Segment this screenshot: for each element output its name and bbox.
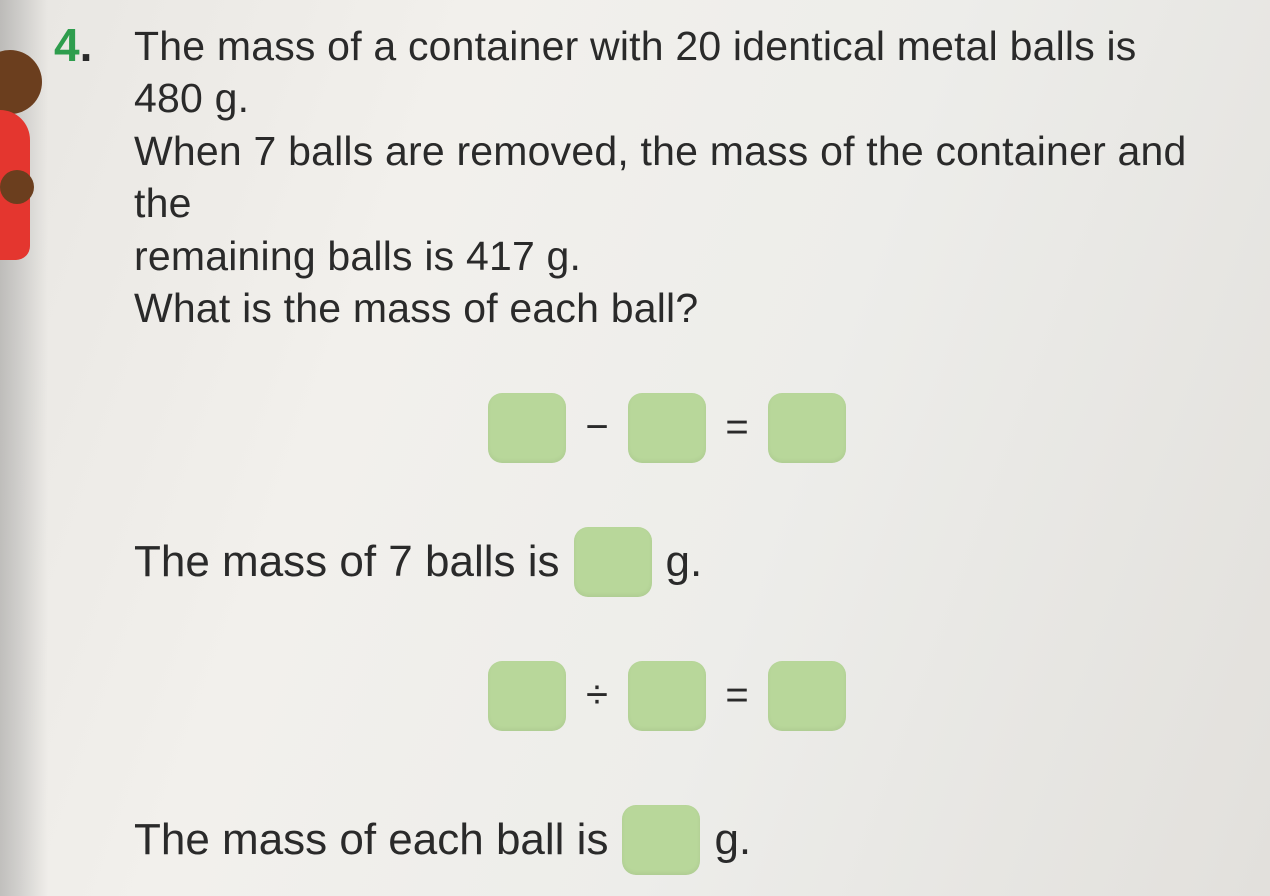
answer-blank[interactable] xyxy=(768,393,846,463)
question-line-4: What is the mass of each ball? xyxy=(134,282,1200,334)
equals-sign: = xyxy=(724,673,750,718)
divide-operator: ÷ xyxy=(584,673,610,718)
statement-mass-each-ball: The mass of each ball is g. xyxy=(134,805,1200,875)
equation-row-division: ÷ = xyxy=(134,661,1200,731)
answer-blank[interactable] xyxy=(628,661,706,731)
statement-prefix: The mass of each ball is xyxy=(134,815,608,865)
answer-blank[interactable] xyxy=(628,393,706,463)
equals-sign: = xyxy=(724,405,750,450)
question-number-value: 4 xyxy=(54,19,80,71)
minus-operator: − xyxy=(584,405,610,450)
statement-suffix: g. xyxy=(714,815,751,865)
statement-mass-7-balls: The mass of 7 balls is g. xyxy=(134,527,1200,597)
statement-suffix: g. xyxy=(666,537,703,587)
answer-blank[interactable] xyxy=(768,661,846,731)
answer-blank[interactable] xyxy=(622,805,700,875)
question-line-1: The mass of a container with 20 identica… xyxy=(134,20,1200,125)
question-line-2: When 7 balls are removed, the mass of th… xyxy=(134,125,1200,230)
question-text: The mass of a container with 20 identica… xyxy=(134,20,1200,335)
answer-blank[interactable] xyxy=(574,527,652,597)
answer-blank[interactable] xyxy=(488,393,566,463)
question-line-3: remaining balls is 417 g. xyxy=(134,230,1200,282)
page-content: 4. The mass of a container with 20 ident… xyxy=(60,18,1240,876)
answer-blank[interactable] xyxy=(488,661,566,731)
equation-row-subtraction: − = xyxy=(134,393,1200,463)
worked-solution: − = The mass of 7 balls is g. ÷ = The ma… xyxy=(134,393,1200,875)
statement-prefix: The mass of 7 balls is xyxy=(134,537,560,587)
cartoon-child-illustration xyxy=(0,110,30,330)
question-number-dot: . xyxy=(80,19,93,71)
question-number: 4. xyxy=(54,18,92,72)
